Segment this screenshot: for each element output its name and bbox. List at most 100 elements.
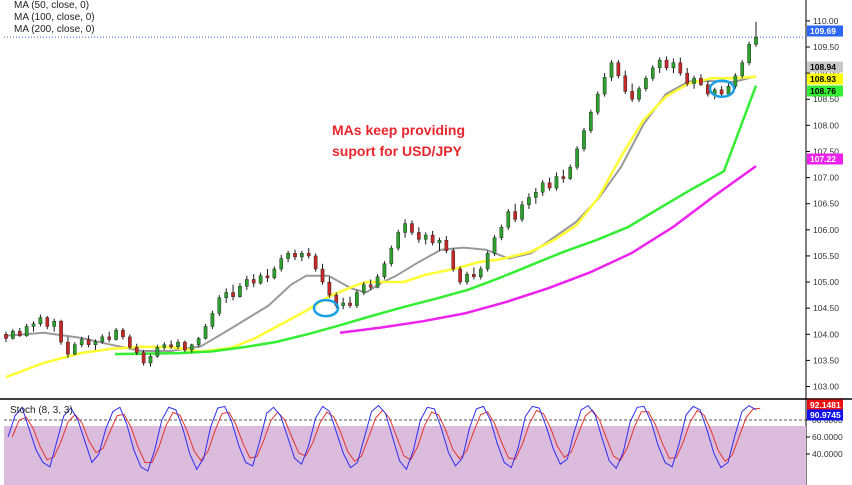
stoch-k-line (7, 404, 757, 472)
candle-body (664, 59, 669, 69)
candle-body (726, 85, 731, 95)
candle-body (671, 62, 676, 69)
candle-body (623, 75, 628, 92)
candle (59, 319, 63, 345)
candle-body (630, 91, 634, 100)
stochastic-lines (7, 404, 761, 472)
stoch-tick-label: 60.0000 (812, 432, 843, 442)
candle (582, 127, 586, 152)
candle (341, 297, 345, 310)
candle-body (602, 77, 607, 95)
candle (506, 208, 511, 230)
candle (451, 248, 456, 272)
candle-body (740, 62, 745, 76)
candle-body (554, 176, 559, 189)
candle (169, 340, 173, 349)
candle-body (265, 275, 270, 279)
candle (100, 334, 105, 344)
candle (726, 83, 731, 96)
candle-body (472, 274, 476, 278)
ma-line-3 (339, 165, 757, 334)
candle (279, 254, 284, 272)
candle-body (327, 281, 332, 296)
candle (31, 321, 36, 332)
candle-body (258, 275, 263, 284)
candle (355, 289, 359, 309)
candlesticks (4, 21, 758, 367)
stoch-badge-92.1481-label: 92.1481 (810, 400, 841, 410)
candle (320, 263, 325, 285)
candle-body (79, 339, 84, 345)
candle (210, 310, 215, 330)
price-tick-label: 104.50 (813, 303, 839, 313)
candle-body (582, 130, 586, 150)
price-tick-label: 103.00 (813, 382, 839, 392)
candle (183, 340, 187, 353)
candle-body (499, 227, 504, 238)
candle-body (320, 268, 325, 283)
candle (699, 74, 703, 87)
support-ellipse-1 (312, 298, 340, 318)
candle-body (595, 93, 600, 113)
candle-body (66, 341, 70, 355)
candle (93, 339, 98, 350)
candle-body (678, 62, 683, 74)
candle-body (485, 253, 490, 270)
candle (396, 229, 401, 251)
candle-body (657, 59, 662, 69)
price-tick-label: 103.50 (813, 355, 839, 365)
candle-body (650, 67, 655, 79)
candle (568, 164, 573, 181)
candle (361, 282, 366, 296)
candle-body (306, 253, 311, 257)
price-badge-108.93-bg (807, 73, 843, 85)
price-axis-ticks: 110.00109.50109.00108.50108.00107.50107.… (806, 16, 839, 392)
price-tick-label: 105.00 (813, 277, 839, 287)
candle (554, 172, 559, 191)
candle-body (527, 197, 531, 205)
price-badge-107.22-label: 107.22 (810, 154, 836, 164)
candle (114, 328, 118, 341)
price-tick-label: 110.00 (813, 16, 839, 26)
candle (86, 335, 91, 348)
candle (527, 193, 531, 209)
candle (644, 75, 648, 92)
candle (134, 343, 139, 356)
candle-body (430, 234, 435, 244)
candle (637, 86, 641, 102)
candle-body (134, 347, 139, 353)
candle (176, 339, 180, 349)
price-badge-108.76-bg (807, 85, 843, 97)
candle (389, 245, 394, 267)
candle-body (176, 341, 180, 348)
stoch-badge-90.9745: 90.9745 (807, 409, 843, 421)
candle (671, 58, 676, 74)
candle (747, 41, 751, 66)
candle-body (719, 89, 724, 95)
price-tick-label: 105.50 (813, 251, 839, 261)
candle-body (231, 292, 235, 297)
candle-body (692, 78, 696, 84)
candle-body (100, 336, 105, 342)
candle (382, 261, 387, 280)
candle (623, 70, 628, 95)
candle (485, 250, 490, 272)
candle (575, 146, 579, 170)
candle-body (403, 223, 407, 233)
candle-body (547, 182, 552, 189)
candle-body (361, 284, 366, 293)
price-badge-108.76: 108.76 (807, 85, 843, 97)
candle (327, 276, 332, 298)
candle (513, 203, 517, 222)
candle-body (458, 268, 462, 283)
price-badge-108.93: 108.93 (807, 73, 843, 85)
candle (224, 288, 228, 303)
candle-body (196, 338, 201, 345)
candle (520, 201, 524, 222)
candle (66, 336, 70, 358)
candle-body (38, 317, 43, 325)
candle-body (24, 326, 29, 337)
candle (478, 266, 483, 280)
